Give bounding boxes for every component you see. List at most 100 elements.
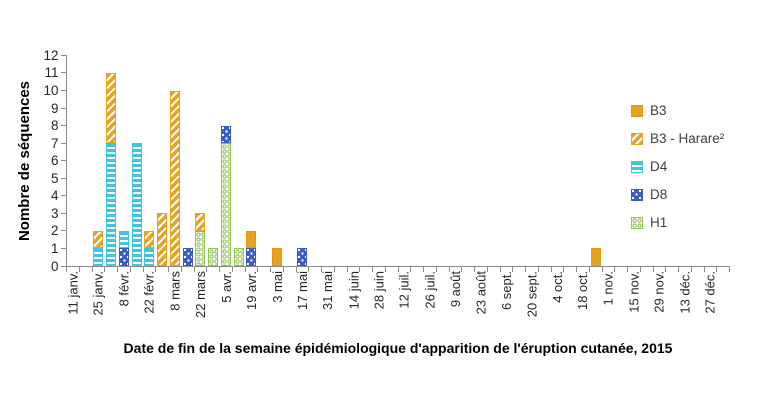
- x-tick-label: 5 avr.: [218, 271, 234, 303]
- legend-swatch-B3: [631, 104, 643, 117]
- bar-segment-H1: [233, 248, 244, 266]
- y-tick-label: 10: [43, 83, 59, 98]
- legend-label-B3: B3: [650, 103, 667, 118]
- y-tick: [61, 160, 66, 162]
- y-tick-label: 8: [50, 118, 59, 134]
- y-tick: [61, 125, 66, 127]
- y-tick-label: 6: [50, 153, 59, 169]
- x-tick-label: 20 sept.: [524, 271, 540, 318]
- x-tick: [219, 267, 220, 272]
- x-tick-label: 11 janv.: [65, 271, 81, 315]
- bar-segment-B3H: [93, 230, 104, 249]
- x-tick: [359, 267, 361, 272]
- y-tick-label: 5: [50, 170, 59, 186]
- x-tick: [601, 267, 603, 272]
- x-tick: [435, 267, 437, 272]
- bar-segment-B3H: [195, 213, 206, 231]
- x-axis-line: [66, 266, 731, 268]
- x-tick: [104, 267, 106, 272]
- y-tick-label: 11: [44, 65, 59, 81]
- x-tick: [678, 267, 679, 272]
- x-tick: [448, 267, 450, 272]
- bar-segment-B3H: [106, 72, 117, 144]
- x-tick: [244, 267, 246, 272]
- y-tick: [61, 247, 66, 249]
- x-tick: [652, 267, 654, 272]
- x-tick-label: 26 juil.: [422, 271, 438, 309]
- y-tick-label: 1: [50, 240, 59, 256]
- x-tick: [729, 267, 730, 272]
- x-tick: [117, 267, 118, 272]
- x-tick-label: 6 sept.: [498, 271, 514, 311]
- x-tick: [282, 267, 284, 272]
- y-axis-line: [66, 55, 68, 267]
- bar-segment-D8: [246, 248, 257, 266]
- legend-item-B3H: B3 - Harare²: [631, 131, 725, 146]
- bar-segment-D8: [297, 248, 308, 266]
- x-tick: [270, 267, 271, 272]
- bar-segment-D4: [106, 143, 117, 266]
- legend-swatch-B3H: [631, 132, 643, 145]
- bar-segment-B3: [271, 248, 282, 266]
- bar-segment-D4: [144, 248, 155, 266]
- legend-item-B3: B3: [631, 103, 724, 118]
- x-tick: [397, 267, 399, 272]
- legend-item-H1: H1: [631, 215, 724, 230]
- x-tick-label: 22 févr.: [141, 271, 157, 314]
- legend-label-B3H: B3 - Harare²: [650, 131, 725, 146]
- y-tick: [61, 212, 66, 214]
- y-tick: [61, 265, 66, 267]
- bar-segment-H1: [195, 230, 206, 266]
- x-tick-label: 12 juil.: [396, 271, 412, 309]
- x-tick: [690, 267, 692, 272]
- x-tick: [129, 267, 131, 272]
- x-tick-label: 28 juin: [371, 271, 387, 310]
- bar-segment-B3H: [169, 90, 180, 266]
- x-tick: [639, 267, 641, 272]
- y-tick: [61, 177, 66, 179]
- bar-segment-D8: [220, 125, 231, 144]
- x-tick-label: 18 oct.: [575, 271, 591, 311]
- bar-segment-B3H: [144, 230, 155, 249]
- y-tick: [61, 195, 66, 197]
- legend-label-D8: D8: [650, 187, 668, 202]
- legend-label-H1: H1: [650, 215, 668, 230]
- x-tick: [142, 267, 144, 272]
- x-tick: [66, 267, 67, 272]
- x-tick-label: 14 juin: [345, 271, 361, 310]
- x-tick: [563, 267, 565, 272]
- x-tick: [576, 267, 577, 272]
- x-tick: [384, 267, 386, 272]
- bar-segment-B3: [246, 230, 257, 249]
- bar-segment-D4: [93, 248, 104, 266]
- bar-segment-D8: [118, 248, 129, 266]
- x-tick-label: 27 déc.: [702, 271, 718, 314]
- y-tick-label: 7: [50, 135, 59, 151]
- y-tick-label: 12: [43, 47, 59, 63]
- x-tick: [550, 267, 552, 272]
- x-tick: [537, 267, 539, 272]
- x-tick: [486, 267, 488, 272]
- legend-swatch-H1: [631, 216, 643, 229]
- bar-segment-D4: [118, 230, 129, 249]
- x-tick: [423, 267, 424, 272]
- y-tick: [61, 107, 66, 109]
- x-tick: [512, 267, 514, 272]
- x-tick-label: 8 mars: [167, 271, 183, 311]
- x-tick: [206, 267, 208, 272]
- x-tick: [474, 267, 475, 272]
- x-tick-label: 1 nov.: [600, 271, 616, 306]
- bar-segment-B3: [590, 248, 601, 266]
- y-tick-label: 4: [50, 188, 59, 204]
- legend-item-D4: D4: [631, 159, 724, 174]
- y-tick-label: 9: [50, 100, 59, 116]
- y-tick: [61, 230, 66, 232]
- x-tick: [257, 267, 259, 272]
- x-tick-label: 19 avr.: [243, 271, 259, 311]
- x-tick: [525, 267, 526, 272]
- x-tick: [193, 267, 195, 272]
- x-tick-label: 4 oct.: [549, 271, 565, 303]
- legend-item-D8: D8: [631, 187, 724, 202]
- x-tick-label: 3 mai: [269, 271, 285, 303]
- bar-segment-D4: [131, 143, 142, 266]
